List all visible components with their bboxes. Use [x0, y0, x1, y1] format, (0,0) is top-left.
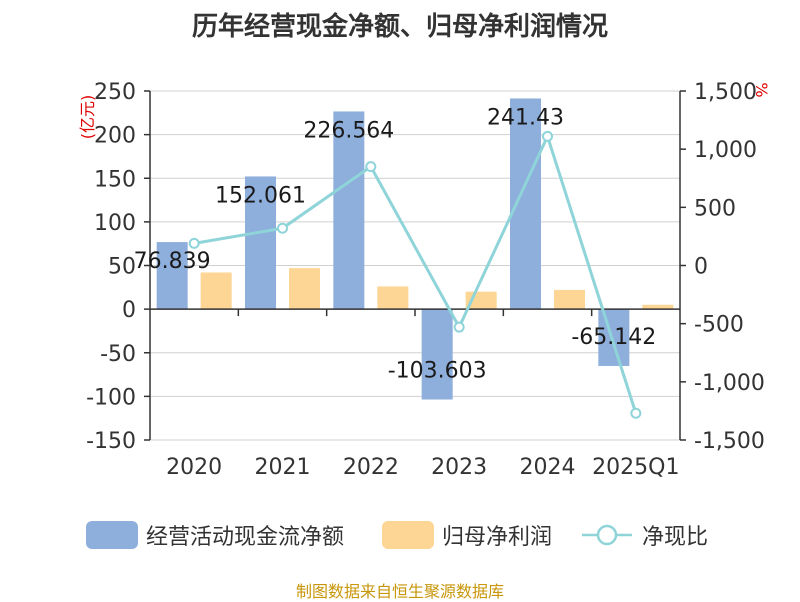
right-axis-tick-label: 0	[694, 255, 708, 280]
line-point-cash-ratio[interactable]	[365, 161, 377, 173]
bar-net-profit[interactable]	[642, 304, 674, 310]
legend-swatch-net-profit	[382, 521, 434, 549]
left-axis-tick-label: 200	[94, 124, 136, 149]
x-axis-category-label: 2020	[166, 455, 222, 480]
grid-lines	[150, 90, 680, 441]
line-point-cash-ratio[interactable]	[630, 407, 642, 419]
bar-operating-cash-flow[interactable]	[156, 242, 188, 310]
bar-net-profit[interactable]	[200, 272, 232, 310]
legend-item-cash-ratio[interactable]: 净现比	[580, 517, 708, 553]
data-label-operating-cash-flow: -103.603	[388, 359, 487, 384]
legend-item-operating-cash-flow[interactable]: 经营活动现金流净额	[86, 517, 344, 553]
bar-net-profit[interactable]	[554, 289, 585, 310]
left-axis-tick-label: -50	[100, 342, 136, 367]
source-note: 制图数据来自恒生聚源数据库	[295, 582, 504, 601]
line-point-cash-ratio[interactable]	[453, 321, 465, 333]
right-axis-tick-label: -1,000	[694, 371, 765, 396]
legend: 经营活动现金流净额 归母净利润 净现比	[0, 517, 800, 553]
right-axis-tick-label: 1,000	[694, 138, 757, 163]
bar-operating-cash-flow[interactable]	[598, 309, 630, 366]
axes: 250200150100500-50-100-1501,5001,0005000…	[86, 80, 765, 480]
left-axis-unit: (亿元)	[78, 95, 97, 140]
x-axis-category-label: 2025Q1	[592, 455, 679, 480]
bar-operating-cash-flow[interactable]	[245, 176, 276, 310]
bar-operating-cash-flow[interactable]	[333, 111, 365, 310]
x-axis-category-label: 2022	[343, 455, 399, 480]
right-axis-unit: %	[752, 82, 771, 97]
bar-net-profit[interactable]	[377, 286, 409, 310]
x-axis-category-label: 2024	[520, 455, 576, 480]
legend-swatch-cash-ratio	[582, 524, 632, 546]
left-axis-tick-label: 150	[94, 167, 136, 192]
x-axis-category-label: 2023	[431, 455, 487, 480]
right-axis-tick-label: -1,500	[694, 429, 765, 454]
line-point-cash-ratio[interactable]	[542, 130, 553, 142]
data-label-operating-cash-flow: 76.839	[134, 249, 211, 274]
left-axis-tick-label: 100	[94, 211, 136, 236]
line-cash-ratio	[193, 132, 638, 414]
line-point-cash-ratio[interactable]	[277, 222, 288, 234]
legend-label-cash-ratio: 净现比	[642, 525, 709, 550]
left-axis-tick-label: 50	[108, 255, 136, 280]
left-axis-tick-label: -150	[86, 429, 136, 454]
legend-label-net-profit: 归母净利润	[442, 525, 553, 550]
right-axis-tick-label: 500	[694, 196, 736, 221]
bar-operating-cash-flow[interactable]	[421, 309, 453, 400]
bar-net-profit[interactable]	[289, 268, 320, 310]
chart-title: 历年经营现金净额、归母净利润情况	[191, 12, 608, 42]
legend-label-operating-cash-flow: 经营活动现金流净额	[146, 525, 345, 550]
legend-swatch-operating-cash-flow	[86, 521, 138, 549]
data-labels: 76.839 152.061 226.564 -103.603 241.43 -65.14…	[134, 105, 657, 383]
left-axis-tick-label: 250	[94, 80, 136, 105]
data-label-operating-cash-flow: -65.142	[571, 325, 656, 350]
line-point-cash-ratio[interactable]	[188, 237, 200, 249]
legend-item-net-profit[interactable]: 归母净利润	[382, 517, 552, 553]
data-label-operating-cash-flow: 152.061	[215, 183, 306, 208]
line-series	[188, 130, 642, 419]
x-axis-category-label: 2021	[255, 455, 311, 480]
left-axis-tick-label: -100	[86, 385, 136, 410]
data-label-operating-cash-flow: 226.564	[303, 118, 394, 143]
data-label-operating-cash-flow: 241.43	[487, 105, 564, 130]
right-axis-tick-label: 1,500	[694, 80, 757, 105]
right-axis-tick-label: -500	[694, 313, 744, 338]
left-axis-tick-label: 0	[122, 298, 136, 323]
